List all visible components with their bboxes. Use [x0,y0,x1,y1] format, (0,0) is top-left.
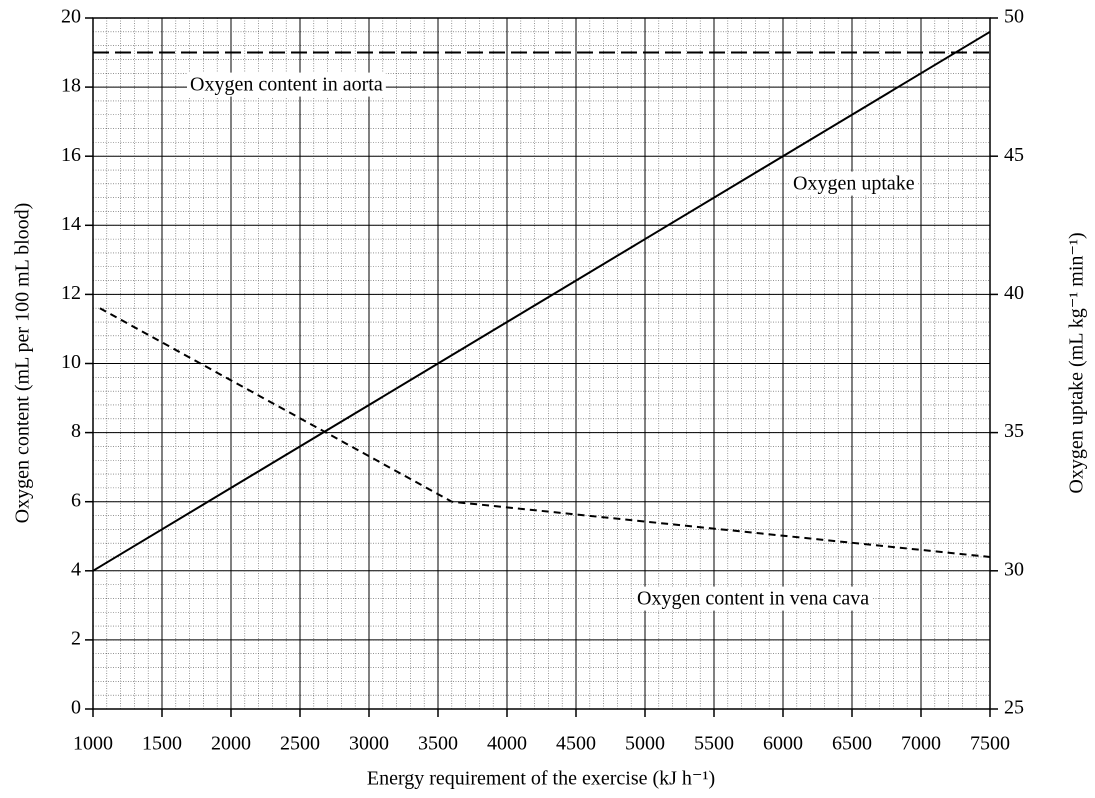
y2-tick-label: 40 [1004,282,1024,304]
series-line [99,307,991,558]
y-tick-label: 2 [71,627,81,649]
y-tick-label: 18 [61,75,81,97]
y-tick-label: 10 [61,351,81,373]
y-tick-label: 20 [61,6,81,28]
y2-tick-label: 35 [1004,420,1024,442]
x-tick-label: 6000 [763,733,803,755]
x-tick-label: 2000 [211,733,251,755]
x-tick-label: 5500 [694,733,734,755]
x-tick-label: 1000 [73,733,113,755]
annotation-background [634,586,873,611]
x-tick-label: 7000 [901,733,941,755]
y2-tick-label: 50 [1004,6,1024,28]
y-tick-label: 12 [61,282,81,304]
series-annotation: Oxygen content in vena cava [637,588,869,610]
annotation-background [790,171,918,196]
x-tick-label: 4500 [556,733,596,755]
y-tick-label: 8 [71,420,81,442]
y2-tick-label: 45 [1004,144,1024,166]
series-line [92,30,991,572]
x-tick-label: 6500 [832,733,872,755]
x-tick-label: 7500 [970,733,1010,755]
y-tick-label: 6 [71,489,81,511]
x-axis-label: Energy requirement of the exercise (kJ h… [367,768,715,790]
y-tick-label: 4 [71,558,81,580]
y-tick-label: 14 [61,213,81,235]
y2-tick-label: 25 [1004,697,1024,719]
x-tick-label: 2500 [280,733,320,755]
series-annotation: Oxygen uptake [793,173,915,195]
x-tick-label: 3500 [418,733,458,755]
y-tick-label: 0 [71,697,81,719]
x-tick-label: 4000 [487,733,527,755]
y-tick-label: 16 [61,144,81,166]
x-tick-label: 1500 [142,733,182,755]
plot-frame [92,17,991,710]
y2-tick-label: 30 [1004,558,1024,580]
x-tick-label: 5000 [625,733,665,755]
y2-axis-label: Oxygen uptake (mL kg⁻¹ min⁻¹) [1066,232,1088,493]
y-axis-label: Oxygen content (mL per 100 mL blood) [12,203,34,524]
annotation-background [187,72,386,97]
x-tick-label: 3000 [349,733,389,755]
series-annotation: Oxygen content in aorta [190,74,383,96]
